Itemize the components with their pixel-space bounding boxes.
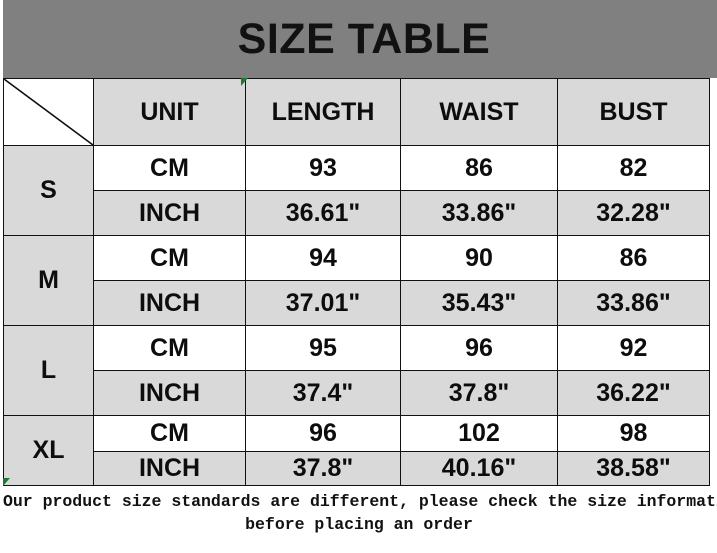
table-header-row: UNIT LENGTH WAIST BUST (3, 78, 710, 146)
size-label-m: M (3, 235, 94, 326)
cell-waist: 90 (400, 235, 558, 281)
table-row: INCH 36.61" 33.86" 32.28" (4, 190, 710, 236)
cell-bust: 38.58" (557, 451, 710, 486)
cell-length: 96 (245, 415, 401, 452)
cell-waist: 35.43" (400, 280, 558, 326)
cell-unit: CM (93, 235, 246, 281)
cell-waist: 37.8" (400, 370, 558, 416)
table-row: S CM 93 86 82 (3, 145, 710, 236)
diagonal-divider-icon (4, 79, 93, 145)
cell-bust: 36.22" (557, 370, 710, 416)
cell-unit: INCH (93, 280, 246, 326)
cell-bust: 33.86" (557, 280, 710, 326)
title-banner: SIZE TABLE (3, 0, 717, 78)
table-row: INCH 37.4" 37.8" 36.22" (4, 370, 710, 416)
cell-unit: INCH (93, 370, 246, 416)
cell-length: 37.01" (245, 280, 401, 326)
cell-unit: INCH (93, 190, 246, 236)
cell-bust: 82 (557, 145, 710, 191)
table-row: M CM 94 90 86 (3, 235, 710, 326)
footer-line-2: before placing an order (245, 515, 473, 534)
size-chart-table: UNIT LENGTH WAIST BUST S CM 93 86 82 INC… (3, 78, 710, 486)
size-label-xl: XL (3, 415, 94, 486)
size-label-l: L (3, 325, 94, 416)
cell-waist: 33.86" (400, 190, 558, 236)
cell-length: 36.61" (245, 190, 401, 236)
table-row: L CM 95 96 92 (3, 325, 710, 416)
cell-length: 37.8" (245, 451, 401, 486)
cell-length: 37.4" (245, 370, 401, 416)
cell-unit: CM (93, 145, 246, 191)
cell-unit: INCH (93, 451, 246, 486)
column-header-unit: UNIT (93, 78, 246, 146)
cell-waist: 102 (400, 415, 558, 452)
cell-waist: 86 (400, 145, 558, 191)
footer-disclaimer: Our product size standards are different… (3, 486, 717, 550)
corner-diagonal-cell (3, 78, 94, 146)
column-header-waist: WAIST (400, 78, 558, 146)
column-header-bust: BUST (557, 78, 710, 146)
cell-length: 93 (245, 145, 401, 191)
cell-length: 94 (245, 235, 401, 281)
page-title: SIZE TABLE (237, 14, 491, 63)
table-row: XL CM 96 102 98 (3, 415, 710, 486)
cell-unit: CM (93, 415, 246, 452)
table-row: INCH 37.01" 35.43" 33.86" (4, 280, 710, 326)
table-row: INCH 37.8" 40.16" 38.58" (4, 451, 710, 486)
cell-length: 95 (245, 325, 401, 371)
green-marker-icon-top (241, 78, 248, 86)
green-marker-icon-left (3, 478, 10, 486)
cell-waist: 96 (400, 325, 558, 371)
cell-waist: 40.16" (400, 451, 558, 486)
size-label-s: S (3, 145, 94, 236)
cell-bust: 32.28" (557, 190, 710, 236)
cell-bust: 98 (557, 415, 710, 452)
cell-unit: CM (93, 325, 246, 371)
column-header-length: LENGTH (245, 78, 401, 146)
cell-bust: 92 (557, 325, 710, 371)
cell-bust: 86 (557, 235, 710, 281)
footer-line-1: Our product size standards are different… (3, 492, 717, 511)
